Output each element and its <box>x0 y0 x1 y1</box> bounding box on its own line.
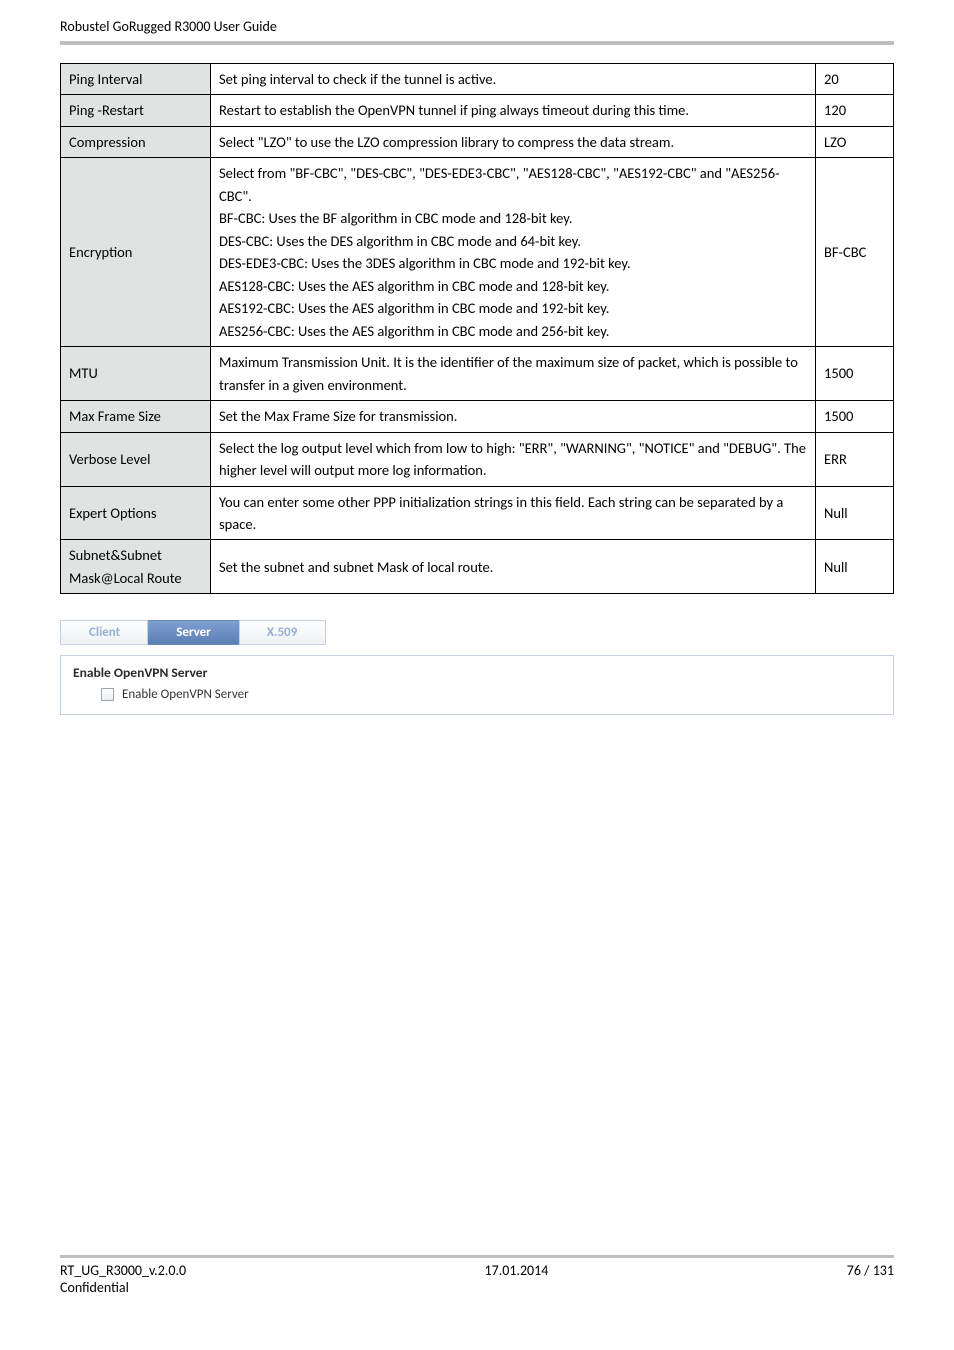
table-row: Ping IntervalSet ping interval to check … <box>61 64 894 95</box>
tab-bar: Client Server X.509 <box>60 620 894 645</box>
table-row: CompressionSelect "LZO" to use the LZO c… <box>61 126 894 157</box>
tab-label: X.509 <box>267 625 297 640</box>
openvpn-panel: Enable OpenVPN Server Enable OpenVPN Ser… <box>60 655 894 715</box>
footer-second: Confidential <box>0 1279 954 1296</box>
tab-server[interactable]: Server <box>148 620 239 645</box>
row-label: Encryption <box>61 158 211 347</box>
footer-left: RT_UG_R3000_v.2.0.0 <box>60 1262 186 1279</box>
row-label: Subnet&Subnet Mask@Local Route <box>61 540 211 594</box>
footer-center: 17.01.2014 <box>186 1262 847 1279</box>
table-row: EncryptionSelect from "BF-CBC", "DES-CBC… <box>61 158 894 347</box>
panel-title: Enable OpenVPN Server <box>71 662 883 687</box>
checkbox-label: Enable OpenVPN Server <box>122 687 249 702</box>
table-row: Max Frame SizeSet the Max Frame Size for… <box>61 401 894 432</box>
row-desc: Select "LZO" to use the LZO compression … <box>211 126 816 157</box>
row-label: Ping Interval <box>61 64 211 95</box>
tab-x509[interactable]: X.509 <box>239 620 326 645</box>
row-desc: Set the Max Frame Size for transmission. <box>211 401 816 432</box>
row-label: Verbose Level <box>61 432 211 486</box>
row-default: LZO <box>816 126 894 157</box>
table-row: Expert OptionsYou can enter some other P… <box>61 486 894 540</box>
row-default: 20 <box>816 64 894 95</box>
table-row: Subnet&Subnet Mask@Local RouteSet the su… <box>61 540 894 594</box>
tab-label: Client <box>89 625 120 640</box>
row-desc: Set the subnet and subnet Mask of local … <box>211 540 816 594</box>
doc-title: Robustel GoRugged R3000 User Guide <box>60 18 277 35</box>
row-default: 1500 <box>816 401 894 432</box>
row-label: MTU <box>61 347 211 401</box>
table-row: Verbose LevelSelect the log output level… <box>61 432 894 486</box>
row-default: BF-CBC <box>816 158 894 347</box>
row-default: Null <box>816 486 894 540</box>
tab-label: Server <box>176 625 211 640</box>
row-desc: Select from "BF-CBC", "DES-CBC", "DES-ED… <box>211 158 816 347</box>
row-default: ERR <box>816 432 894 486</box>
row-label: Ping -Restart <box>61 95 211 126</box>
row-desc: Restart to establish the OpenVPN tunnel … <box>211 95 816 126</box>
row-default: 120 <box>816 95 894 126</box>
row-label: Expert Options <box>61 486 211 540</box>
tab-client[interactable]: Client <box>60 620 148 645</box>
row-desc: Set ping interval to check if the tunnel… <box>211 64 816 95</box>
row-default: 1500 <box>816 347 894 401</box>
header-rule <box>60 41 894 45</box>
footer-right: 76 / 131 <box>847 1262 894 1279</box>
table-row: Ping -RestartRestart to establish the Op… <box>61 95 894 126</box>
row-label: Max Frame Size <box>61 401 211 432</box>
page-header: Robustel GoRugged R3000 User Guide <box>0 0 954 41</box>
row-label: Compression <box>61 126 211 157</box>
tab-separator <box>239 621 240 644</box>
page-footer: RT_UG_R3000_v.2.0.0 17.01.2014 76 / 131 … <box>0 1255 954 1296</box>
row-desc: Select the log output level which from l… <box>211 432 816 486</box>
row-desc: Maximum Transmission Unit. It is the ide… <box>211 347 816 401</box>
content-area: Ping IntervalSet ping interval to check … <box>0 63 954 715</box>
table-row: MTUMaximum Transmission Unit. It is the … <box>61 347 894 401</box>
spec-table: Ping IntervalSet ping interval to check … <box>60 63 894 594</box>
enable-openvpn-checkbox[interactable] <box>101 688 114 701</box>
checkbox-row: Enable OpenVPN Server <box>71 687 883 702</box>
row-default: Null <box>816 540 894 594</box>
row-desc: You can enter some other PPP initializat… <box>211 486 816 540</box>
